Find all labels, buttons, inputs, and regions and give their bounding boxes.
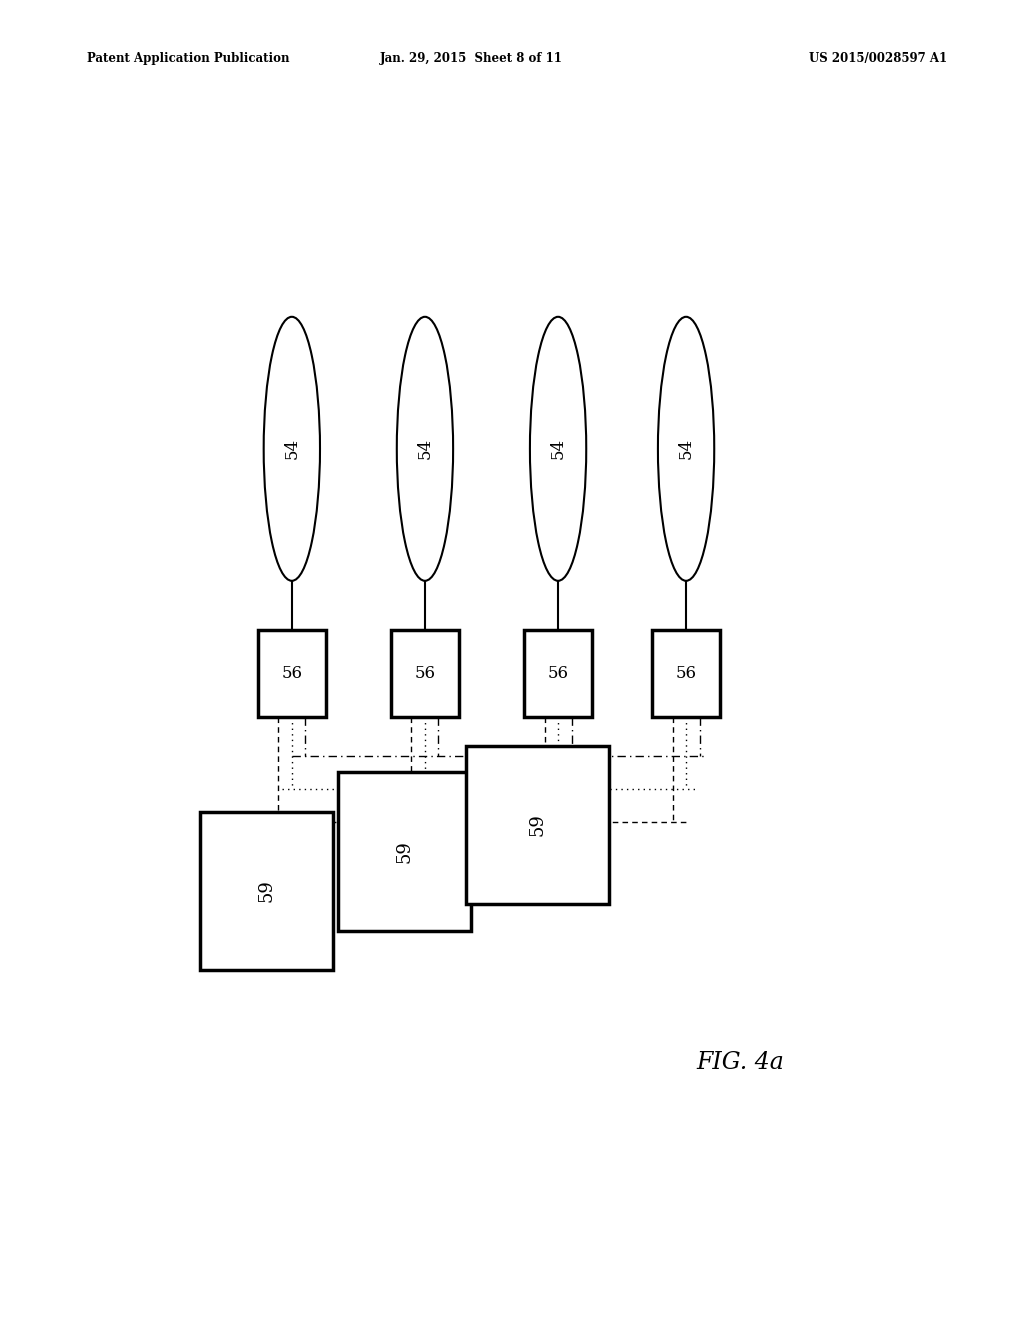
FancyBboxPatch shape	[200, 812, 333, 970]
FancyBboxPatch shape	[466, 746, 609, 904]
Text: 54: 54	[417, 438, 433, 459]
Text: 56: 56	[548, 665, 568, 681]
Text: 54: 54	[284, 438, 300, 459]
Text: Patent Application Publication: Patent Application Publication	[87, 51, 290, 65]
Text: 56: 56	[282, 665, 302, 681]
FancyBboxPatch shape	[524, 630, 592, 717]
Text: 59: 59	[528, 813, 547, 837]
FancyBboxPatch shape	[652, 630, 720, 717]
Ellipse shape	[396, 317, 453, 581]
Ellipse shape	[658, 317, 715, 581]
Text: FIG. 4a: FIG. 4a	[696, 1051, 784, 1074]
FancyBboxPatch shape	[338, 772, 471, 931]
Text: 56: 56	[415, 665, 435, 681]
FancyBboxPatch shape	[391, 630, 459, 717]
Text: 56: 56	[676, 665, 696, 681]
FancyBboxPatch shape	[258, 630, 326, 717]
Text: 59: 59	[257, 879, 275, 903]
Text: 54: 54	[678, 438, 694, 459]
Ellipse shape	[263, 317, 319, 581]
Text: 54: 54	[550, 438, 566, 459]
Text: Jan. 29, 2015  Sheet 8 of 11: Jan. 29, 2015 Sheet 8 of 11	[380, 51, 562, 65]
Text: 59: 59	[395, 840, 414, 863]
Text: US 2015/0028597 A1: US 2015/0028597 A1	[809, 51, 947, 65]
Ellipse shape	[530, 317, 586, 581]
